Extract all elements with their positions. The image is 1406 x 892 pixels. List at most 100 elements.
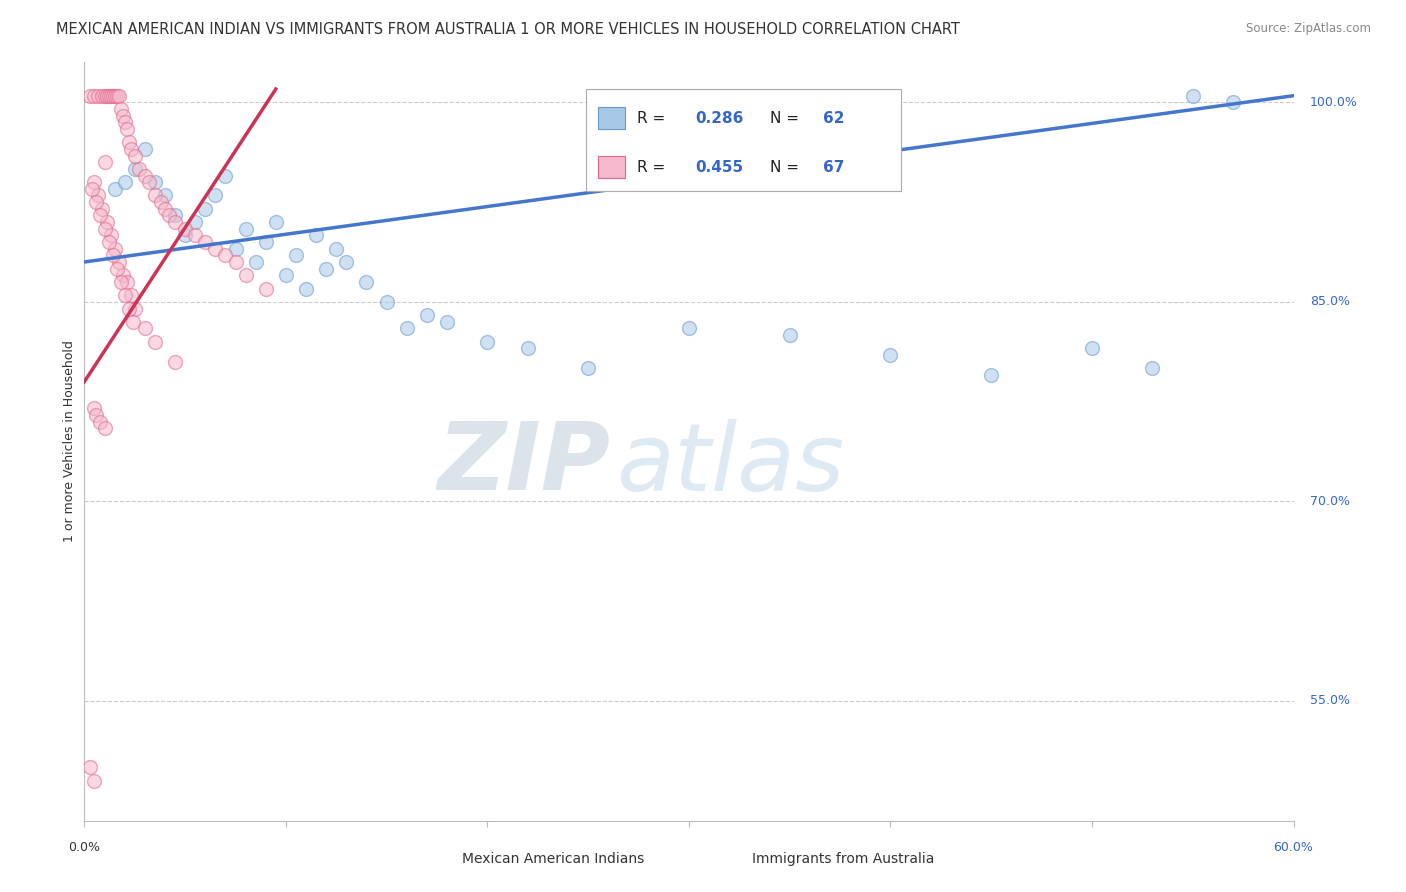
- Bar: [713, 852, 744, 869]
- Bar: [599, 156, 624, 178]
- Text: Mexican American Indians: Mexican American Indians: [461, 853, 644, 866]
- Point: [104, 182, 127, 196]
- Text: 0.455: 0.455: [695, 160, 744, 175]
- Point: [214, 169, 236, 183]
- Text: 67: 67: [823, 160, 845, 175]
- Point: [105, 261, 128, 276]
- Point: [96, 88, 118, 103]
- Bar: [599, 107, 624, 128]
- Point: [305, 228, 328, 243]
- Point: [194, 202, 217, 216]
- Point: [1181, 88, 1204, 103]
- Point: [89, 208, 111, 222]
- Point: [93, 88, 115, 103]
- Point: [477, 334, 499, 349]
- Point: [91, 202, 114, 216]
- Point: [285, 248, 308, 262]
- Point: [100, 88, 122, 103]
- Point: [165, 208, 187, 222]
- Point: [436, 315, 458, 329]
- Point: [110, 275, 132, 289]
- Point: [120, 142, 142, 156]
- Point: [91, 88, 114, 103]
- Point: [254, 235, 277, 249]
- Point: [157, 208, 180, 222]
- Point: [96, 215, 118, 229]
- Text: 60.0%: 60.0%: [1274, 840, 1313, 854]
- Point: [107, 255, 129, 269]
- Point: [86, 408, 108, 422]
- Point: [576, 361, 599, 376]
- Text: R =: R =: [637, 160, 671, 175]
- Point: [124, 301, 146, 316]
- Point: [980, 368, 1002, 382]
- Point: [114, 175, 136, 189]
- Point: [138, 175, 160, 189]
- Point: [121, 315, 143, 329]
- Point: [83, 175, 105, 189]
- Point: [395, 321, 418, 335]
- Point: [274, 268, 297, 283]
- Point: [678, 321, 700, 335]
- Point: [235, 221, 257, 235]
- Point: [194, 235, 217, 249]
- Point: [204, 242, 226, 256]
- Point: [87, 88, 110, 103]
- Point: [134, 321, 156, 335]
- Point: [335, 255, 357, 269]
- Point: [128, 161, 150, 176]
- Point: [184, 215, 207, 229]
- Point: [143, 334, 166, 349]
- Point: [1222, 95, 1244, 110]
- Point: [93, 155, 115, 169]
- Point: [79, 760, 101, 774]
- Text: MEXICAN AMERICAN INDIAN VS IMMIGRANTS FROM AUSTRALIA 1 OR MORE VEHICLES IN HOUSE: MEXICAN AMERICAN INDIAN VS IMMIGRANTS FR…: [56, 22, 960, 37]
- Text: 62: 62: [823, 111, 845, 126]
- Point: [375, 294, 398, 309]
- Point: [97, 88, 120, 103]
- Point: [165, 215, 187, 229]
- Point: [315, 261, 337, 276]
- Point: [516, 342, 538, 356]
- Text: 0.0%: 0.0%: [69, 840, 100, 854]
- Point: [416, 308, 439, 322]
- Text: R =: R =: [637, 111, 671, 126]
- FancyBboxPatch shape: [586, 89, 901, 191]
- Point: [93, 221, 115, 235]
- Point: [153, 202, 176, 216]
- Text: N =: N =: [770, 160, 804, 175]
- Point: [325, 242, 347, 256]
- Point: [79, 88, 101, 103]
- Point: [82, 182, 104, 196]
- Point: [118, 135, 141, 149]
- Point: [165, 355, 187, 369]
- Point: [225, 255, 247, 269]
- Point: [779, 328, 801, 343]
- Point: [1142, 361, 1164, 376]
- Point: [235, 268, 257, 283]
- Point: [83, 88, 105, 103]
- Point: [174, 221, 197, 235]
- Point: [104, 242, 127, 256]
- Text: 70.0%: 70.0%: [1309, 495, 1350, 508]
- Point: [124, 161, 146, 176]
- Point: [254, 282, 277, 296]
- Text: Source: ZipAtlas.com: Source: ZipAtlas.com: [1246, 22, 1371, 36]
- Point: [174, 228, 197, 243]
- Point: [100, 228, 122, 243]
- Point: [153, 188, 176, 202]
- Point: [1081, 342, 1104, 356]
- Text: N =: N =: [770, 111, 804, 126]
- Point: [89, 415, 111, 429]
- Point: [295, 282, 318, 296]
- Point: [214, 248, 236, 262]
- Point: [114, 115, 136, 129]
- Point: [134, 142, 156, 156]
- Y-axis label: 1 or more Vehicles in Household: 1 or more Vehicles in Household: [63, 341, 76, 542]
- Point: [83, 401, 105, 416]
- Point: [110, 102, 132, 116]
- Point: [204, 188, 226, 202]
- Point: [115, 275, 138, 289]
- Point: [83, 773, 105, 788]
- Text: Immigrants from Australia: Immigrants from Australia: [752, 853, 934, 866]
